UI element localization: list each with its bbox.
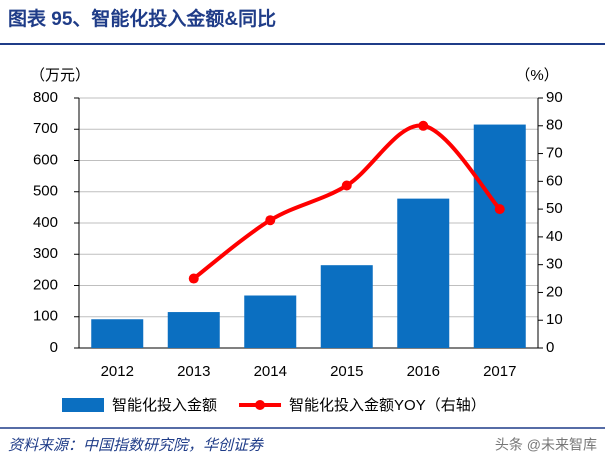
y-axis-label: （万元） xyxy=(30,67,90,84)
line-marker xyxy=(494,204,505,215)
bar xyxy=(397,198,450,348)
x-tick-label: 2015 xyxy=(330,363,363,380)
x-tick-label: 2013 xyxy=(177,363,210,380)
x-tick-label: 2012 xyxy=(101,363,134,380)
line-marker xyxy=(188,273,199,284)
line-marker xyxy=(418,120,429,131)
chart-title: 图表 95、智能化投入金额&同比 xyxy=(8,7,276,30)
legend-label: 智能化投入金额 xyxy=(112,396,217,414)
y-tick-label: 100 xyxy=(33,308,58,325)
bar xyxy=(167,312,220,348)
bar xyxy=(320,265,373,348)
y2-tick-label: 70 xyxy=(546,145,563,162)
y2-tick-label: 30 xyxy=(546,256,563,273)
bar xyxy=(91,319,144,348)
y2-tick-label: 80 xyxy=(546,117,563,134)
line-marker xyxy=(341,180,352,191)
y2-tick-label: 40 xyxy=(546,228,563,245)
y2-tick-label: 90 xyxy=(546,89,563,106)
y-tick-label: 700 xyxy=(33,120,58,137)
legend-swatch xyxy=(62,398,104,412)
y2-tick-label: 10 xyxy=(546,311,563,328)
y2-tick-label: 60 xyxy=(546,172,563,189)
source: 资料来源：中国指数研究院，华创证券 xyxy=(8,437,264,454)
y-tick-label: 800 xyxy=(33,89,58,106)
legend-marker xyxy=(255,400,266,410)
line xyxy=(192,123,502,281)
y2-tick-label: 20 xyxy=(546,283,563,300)
x-tick-label: 2016 xyxy=(407,363,440,380)
y-tick-label: 200 xyxy=(33,276,58,293)
y2-axis-label: （%） xyxy=(515,67,558,84)
line-marker xyxy=(265,215,276,226)
y-tick-label: 400 xyxy=(33,214,58,231)
watermark: 头条 @未来智库 xyxy=(495,437,597,453)
y-tick-label: 0 xyxy=(50,339,58,356)
y-tick-label: 600 xyxy=(33,151,58,168)
bar xyxy=(244,295,297,348)
x-tick-label: 2017 xyxy=(483,363,516,380)
x-tick-label: 2014 xyxy=(254,363,287,380)
y2-tick-label: 50 xyxy=(546,200,563,217)
y-tick-label: 500 xyxy=(33,183,58,200)
bar xyxy=(473,124,526,348)
legend-label: 智能化投入金额YOY（右轴） xyxy=(289,396,486,414)
y2-tick-label: 0 xyxy=(546,339,554,356)
y-tick-label: 300 xyxy=(33,245,58,262)
